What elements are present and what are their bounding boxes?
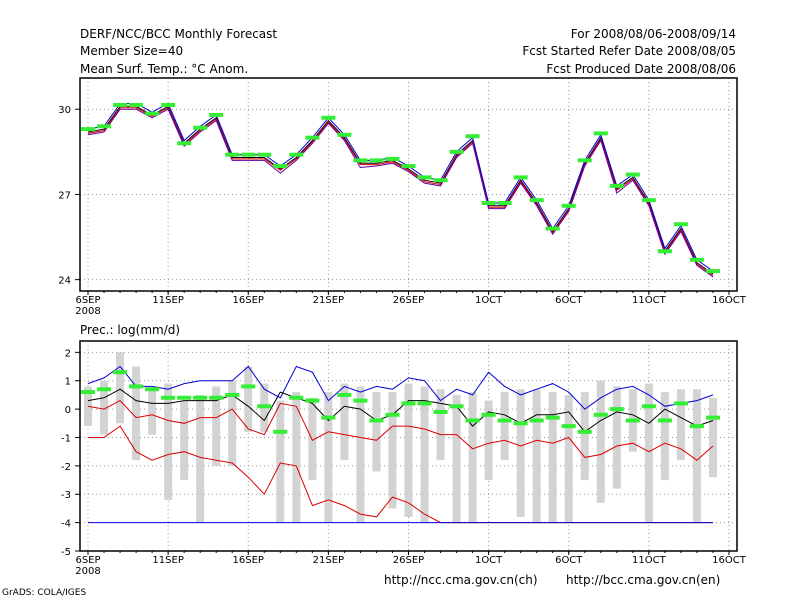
- x-year-label: 2008: [75, 306, 100, 317]
- y-tick-label: 0: [65, 405, 71, 416]
- series-line-red: [87, 107, 714, 276]
- x-tick-label: 11OCT: [632, 555, 667, 566]
- chart-panel-1: 24 27 30 6SEP 11SEP 16SEP 21SEP 26SEP 1OCT 6OCT 11…: [58, 77, 747, 317]
- range-bar: [612, 386, 621, 489]
- range-bar: [356, 386, 365, 523]
- range-bar: [116, 352, 125, 424]
- x-tick-label: 26SEP: [393, 295, 424, 306]
- x-tick-label: 1OCT: [475, 295, 503, 306]
- series-line-upper: [87, 399, 714, 461]
- chart-title: DERF/NCC/BCC Monthly Forecast: [80, 27, 278, 41]
- range-bar: [276, 400, 285, 523]
- variable-label: Mean Surf. Temp.: °C Anom.: [80, 62, 249, 76]
- y-tick-label: 30: [58, 105, 71, 116]
- x-tick-label: 21SEP: [313, 555, 344, 566]
- range-bar: [164, 383, 173, 500]
- range-bar: [548, 392, 557, 523]
- range-bar: [148, 389, 157, 435]
- range-bar: [580, 392, 589, 481]
- x-tick-label: 21SEP: [313, 295, 344, 306]
- x-tick-label: 6OCT: [555, 555, 583, 566]
- y-tick-label: -4: [61, 519, 71, 530]
- x-tick-label: 16OCT: [712, 295, 747, 306]
- start-date: Fcst Started Refer Date 2008/08/05: [522, 44, 736, 58]
- range-bar: [388, 392, 397, 509]
- range-bar: [196, 394, 205, 523]
- range-bar: [132, 366, 141, 461]
- range-bar: [404, 383, 413, 517]
- range-bar: [452, 394, 461, 523]
- x-tick-label: 16OCT: [712, 555, 747, 566]
- y-tick-label: 27: [58, 190, 71, 201]
- x-tick-label: 16SEP: [233, 295, 264, 306]
- series-line-mean: [87, 105, 714, 275]
- y-tick-label: -3: [61, 490, 71, 501]
- range-bar: [420, 386, 429, 523]
- range-bar: [692, 389, 701, 523]
- range-bar: [676, 389, 685, 461]
- y-tick-label: 1: [65, 377, 71, 388]
- range-bar: [372, 392, 381, 472]
- ncc-url[interactable]: http://ncc.cma.gov.cn(ch): [384, 573, 538, 587]
- range-bar: [292, 392, 301, 523]
- x-tick-label: 6SEP: [75, 555, 100, 566]
- forecast-period: For 2008/08/06-2008/09/14: [570, 27, 736, 41]
- range-bar: [708, 397, 717, 478]
- range-bar: [564, 394, 573, 523]
- x-tick-label: 6OCT: [555, 295, 583, 306]
- grads-credit: GrADS: COLA/IGES: [2, 588, 87, 598]
- x-tick-label: 6SEP: [75, 295, 100, 306]
- y-tick-label: -5: [61, 547, 71, 558]
- range-bar: [436, 389, 445, 461]
- range-bar: [100, 380, 109, 435]
- member-size: Member Size=40: [80, 44, 184, 58]
- x-tick-label: 11SEP: [152, 555, 183, 566]
- y-tick-label: 2: [65, 348, 71, 359]
- series-line-max: [87, 365, 714, 410]
- range-bar: [180, 400, 189, 481]
- range-bar: [532, 389, 541, 523]
- plot-frame: [79, 77, 738, 292]
- precip-title: Prec.: log(mm/d): [80, 323, 181, 337]
- x-year-label: 2008: [75, 566, 100, 577]
- series-line-blue: [87, 102, 714, 272]
- range-bar: [660, 392, 669, 481]
- range-bar: [212, 386, 221, 466]
- range-bar: [244, 366, 253, 432]
- x-tick-label: 11OCT: [632, 295, 667, 306]
- bcc-url[interactable]: http://bcc.cma.gov.cn(en): [566, 573, 721, 587]
- x-tick-label: 26SEP: [393, 555, 424, 566]
- series-line-purple: [87, 108, 714, 278]
- range-bar: [596, 380, 605, 503]
- produced-date: Fcst Produced Date 2008/08/06: [546, 62, 736, 76]
- range-bar: [468, 392, 477, 523]
- plot-frame: [79, 340, 738, 552]
- y-tick-label: -1: [61, 433, 71, 444]
- series-line-mean: [87, 388, 714, 433]
- x-tick-label: 1OCT: [475, 555, 503, 566]
- range-bar: [308, 397, 317, 481]
- range-bar: [228, 380, 237, 466]
- range-bar: [644, 383, 653, 523]
- range-bar: [324, 392, 333, 523]
- y-tick-label: 24: [58, 276, 71, 287]
- x-tick-label: 11SEP: [152, 295, 183, 306]
- range-bar: [484, 400, 493, 481]
- range-bar: [500, 392, 509, 461]
- y-tick-label: -2: [61, 462, 71, 473]
- x-tick-label: 16SEP: [233, 555, 264, 566]
- range-bar: [340, 383, 349, 461]
- range-bar: [516, 389, 525, 517]
